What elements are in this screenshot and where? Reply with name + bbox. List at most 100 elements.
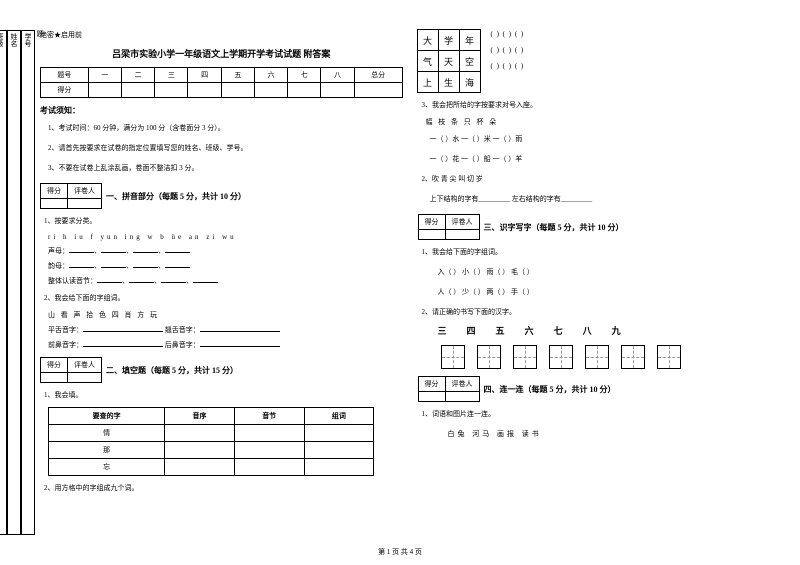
th-9: 总分 [354, 68, 402, 83]
q3-2: 2、请正确的书写下面的汉字。 [422, 307, 781, 317]
g-1-2: 空 [459, 50, 481, 72]
hby-label: 后鼻音字： [165, 341, 200, 349]
t2r-0: 情 [49, 425, 165, 442]
ch-3: 六 [525, 324, 534, 337]
paren-block: ( ) ( ) ( ) ( ) ( ) ( ) ( ) ( ) ( ) [491, 30, 525, 70]
hanzi-list: 山 看 声 拾 色 四 肖 方 玩 [48, 310, 403, 320]
box-6[interactable] [657, 345, 681, 369]
section-1-title: 一、拼音部分（每题 5 分，共计 10 分） [106, 191, 246, 202]
g-1-1: 天 [438, 50, 460, 72]
section-3-title: 三、识字写字（每题 5 分，共计 10 分） [484, 222, 624, 233]
q1-2: 2、我会给下面的字组词。 [44, 293, 403, 303]
zhengti: 整体认读音节：、、、 [48, 275, 403, 286]
q4-1: 1、词语和图片连一连。 [422, 409, 781, 419]
section-4-title: 四、连一连（每题 5 分，共计 10 分） [484, 384, 616, 395]
df-4: 得分 [418, 377, 445, 392]
t2h-2: 音节 [234, 408, 304, 425]
section-4-header: 得分评卷人 四、连一连（每题 5 分，共计 10 分） [418, 376, 781, 402]
zt-label: 整体认读音节： [48, 277, 97, 285]
ch-1: 四 [467, 324, 476, 337]
section-1-header: 得分评卷人 一、拼音部分（每题 5 分，共计 10 分） [40, 183, 403, 209]
t2h-0: 要查的字 [49, 408, 165, 425]
qsy-label: 翘舌音字： [165, 326, 200, 334]
lookup-table: 要查的字音序音节组词 情 那 忘 [48, 407, 374, 476]
section-3-header: 得分评卷人 三、识字写字（每题 5 分，共计 10 分） [418, 214, 781, 240]
q2-2: 2、用方格中的字组成九个词。 [44, 483, 403, 493]
g-2-1: 生 [438, 71, 460, 93]
box-0[interactable] [441, 345, 465, 369]
g-0-0: 大 [417, 29, 439, 51]
g-1-0: 气 [417, 50, 439, 72]
spine-xh: 学号 [21, 30, 35, 535]
qb-row: 前鼻音字： 后鼻音字： [48, 339, 403, 350]
ch-0: 三 [438, 324, 447, 337]
pj-1: 评卷人 [68, 184, 102, 199]
t2r-1: 那 [49, 442, 165, 459]
sm-label: 声母： [48, 247, 69, 255]
notice-1: 1、考试时间：60 分钟，满分为 100 分（含卷面分 3 分）。 [48, 123, 403, 133]
q4: 2、吹 青 尖 叫 切 岁 [422, 174, 781, 184]
pj-4: 评卷人 [445, 377, 479, 392]
char-grid: 大学年 气天空 上生海 [418, 30, 481, 93]
box-4[interactable] [585, 345, 609, 369]
q4a: 上下结构的字有_________ 左右结构的字有_________ [430, 194, 781, 204]
pj-2: 评卷人 [68, 358, 102, 373]
ch-5: 八 [583, 324, 592, 337]
section-2-title: 二、填空题（每题 5 分，共计 15 分） [106, 365, 238, 376]
l3b: 一（ ）花 一（ ）船 一（ ）羊 [430, 154, 781, 164]
pj-3: 评卷人 [445, 215, 479, 230]
th-7: 七 [288, 68, 321, 83]
th-4: 四 [188, 68, 221, 83]
writing-boxes [438, 345, 781, 369]
section-2-header: 得分评卷人 二、填空题（每题 5 分，共计 15 分） [40, 357, 403, 383]
score-row: 得分 [41, 83, 89, 98]
box-1[interactable] [477, 345, 501, 369]
left-column: 绝密★启用前 吕梁市实验小学一年级语文上学期开学考试试题 附答案 题号 一 二 … [40, 30, 403, 496]
notice-3: 3、不要在试卷上乱涂乱画，卷面不整洁扣 3 分。 [48, 163, 403, 173]
th-3: 三 [155, 68, 188, 83]
t2h-3: 组词 [304, 408, 374, 425]
q1-1: 1、按要求分类。 [44, 216, 403, 226]
score-table: 题号 一 二 三 四 五 六 七 八 总分 得分 [40, 67, 403, 98]
page-footer: 第 1 页 共 4 页 [0, 547, 800, 557]
right-column: 大学年 气天空 上生海 ( ) ( ) ( ) ( ) ( ) ( ) ( ) … [418, 30, 781, 496]
ps-row: 平舌音字： 翘舌音字： [48, 324, 403, 335]
notice-heading: 考试须知： [40, 105, 403, 116]
box-3[interactable] [549, 345, 573, 369]
g-0-1: 学 [438, 29, 460, 51]
g-2-0: 上 [417, 71, 439, 93]
binding-spine: 题 学号 姓名 班级 内 学校 线 封 乡镇(街道) [15, 30, 45, 535]
ch-6: 九 [612, 324, 621, 337]
psy-label: 平舌音字： [48, 326, 83, 334]
page: 绝密★启用前 吕梁市实验小学一年级语文上学期开学考试试题 附答案 题号 一 二 … [0, 0, 800, 506]
df-3: 得分 [418, 215, 445, 230]
q2-1: 1、我会填。 [44, 390, 403, 400]
spine-ti: 题 [35, 30, 45, 535]
p-r2: ( ) ( ) ( ) [491, 46, 525, 54]
match-words: 白兔 河马 画报 读书 [448, 429, 781, 439]
th-8: 八 [321, 68, 354, 83]
box-2[interactable] [513, 345, 537, 369]
qby-label: 前鼻音字： [48, 341, 83, 349]
th-5: 五 [221, 68, 254, 83]
l3a: 一（ ）水 一（ ）米 一（ ）雨 [430, 134, 781, 144]
th-0: 题号 [41, 68, 89, 83]
spine-bj: 班级 [0, 30, 7, 535]
th-2: 二 [122, 68, 155, 83]
exam-title: 吕梁市实验小学一年级语文上学期开学考试试题 附答案 [40, 47, 403, 60]
yunmu: 韵母：、、、 [48, 260, 403, 271]
pinyin-list: ri h iu f yun ing w b üe an zi wu [48, 233, 403, 241]
spine-xm: 姓名 [7, 30, 21, 535]
ch-4: 七 [554, 324, 563, 337]
t2h-1: 音序 [165, 408, 235, 425]
box-5[interactable] [621, 345, 645, 369]
p-r3: ( ) ( ) ( ) [491, 62, 525, 70]
th-1: 一 [88, 68, 121, 83]
r1: 入（ ） 小（ ） 雨（ ） 毛（ ） [438, 267, 781, 277]
g-0-2: 年 [459, 29, 481, 51]
ym-label: 韵母： [48, 262, 69, 270]
ch-2: 五 [496, 324, 505, 337]
t2r-2: 忘 [49, 459, 165, 476]
r2: 人（ ） 少（ ） 两（ ） 手（ ） [438, 287, 781, 297]
secret-label: 绝密★启用前 [40, 30, 403, 40]
